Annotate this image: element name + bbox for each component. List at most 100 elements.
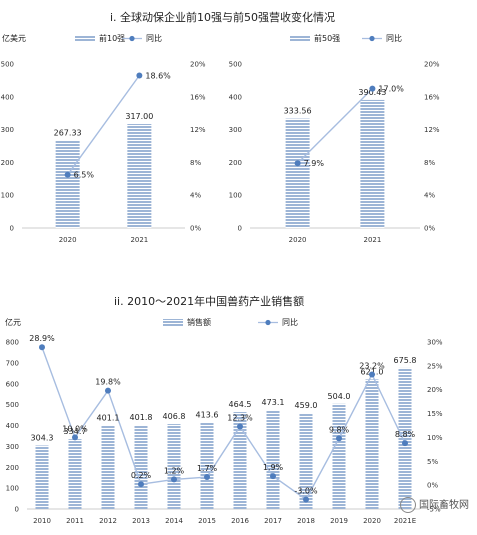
bar bbox=[200, 422, 214, 509]
y-tick-label: 500 bbox=[6, 401, 19, 409]
bar-value-label: 464.5 bbox=[229, 400, 252, 409]
bar bbox=[127, 124, 152, 228]
y-tick-label: 400 bbox=[1, 93, 14, 101]
x-tick-label: 2018 bbox=[297, 517, 315, 525]
y2-tick-label: -5% bbox=[427, 506, 441, 514]
yoy-value-label: -3.0% bbox=[294, 486, 318, 495]
x-tick-label: 2013 bbox=[132, 517, 150, 525]
yoy-value-label: 23.2% bbox=[359, 361, 385, 370]
y-tick-label: 100 bbox=[229, 192, 242, 200]
bar bbox=[134, 425, 148, 509]
y-tick-label: 400 bbox=[229, 93, 242, 101]
yoy-value-label: 19.8% bbox=[95, 378, 121, 387]
bar bbox=[101, 425, 115, 509]
bar bbox=[365, 379, 379, 509]
yoy-value-label: 28.9% bbox=[29, 334, 55, 343]
y-tick-label: 0 bbox=[238, 225, 242, 233]
x-tick-label: 2015 bbox=[198, 517, 216, 525]
y2-tick-label: 15% bbox=[427, 410, 443, 418]
x-tick-label: 2021 bbox=[363, 236, 381, 244]
yoy-marker bbox=[105, 387, 111, 394]
yoy-marker bbox=[402, 440, 408, 447]
x-tick-label: 2020 bbox=[363, 517, 381, 525]
y-tick-label: 800 bbox=[6, 339, 19, 347]
x-tick-label: 2012 bbox=[99, 517, 117, 525]
legend-bar-label: 前10强 bbox=[99, 33, 125, 43]
y2-tick-label: 4% bbox=[190, 192, 201, 200]
bar bbox=[266, 410, 280, 509]
yoy-line bbox=[41, 347, 406, 501]
y-tick-label: 200 bbox=[229, 159, 242, 167]
y-tick-label: 400 bbox=[6, 422, 19, 430]
bar bbox=[55, 140, 80, 228]
y-tick-label: 500 bbox=[1, 61, 14, 69]
y2-tick-label: 0% bbox=[190, 225, 201, 233]
bar bbox=[360, 99, 385, 228]
legend-line-marker bbox=[129, 35, 135, 42]
bar-value-label: 334.7 bbox=[64, 427, 87, 436]
x-tick-label: 2014 bbox=[165, 517, 183, 525]
x-tick-label: 2019 bbox=[330, 517, 348, 525]
yoy-value-label: 18.6% bbox=[145, 71, 171, 80]
yoy-marker bbox=[237, 423, 243, 430]
yoy-value-label: 12.3% bbox=[227, 413, 253, 422]
legend-bar-label: 前50强 bbox=[314, 33, 340, 43]
bar bbox=[167, 424, 181, 509]
yoy-value-label: 10.0% bbox=[62, 424, 88, 433]
y2-tick-label: 0% bbox=[427, 482, 438, 490]
y2-tick-label: 20% bbox=[424, 61, 440, 69]
bar-value-label: 473.1 bbox=[262, 398, 285, 407]
y-tick-label: 300 bbox=[229, 126, 242, 134]
legend-line-label: 同比 bbox=[146, 33, 162, 43]
bar bbox=[285, 118, 310, 228]
y2-tick-label: 10% bbox=[427, 434, 443, 442]
x-tick-label: 2020 bbox=[289, 236, 307, 244]
yoy-marker bbox=[336, 435, 342, 442]
y-tick-label: 200 bbox=[1, 159, 14, 167]
y-tick-label: 300 bbox=[6, 443, 19, 451]
bar-value-label: 333.56 bbox=[284, 107, 312, 116]
yoy-marker bbox=[136, 72, 143, 79]
section-1-title: i. 全球动保企业前10强与前50强营收变化情况 bbox=[110, 11, 336, 24]
x-tick-label: 2020 bbox=[59, 236, 77, 244]
yoy-value-label: 6.5% bbox=[74, 171, 95, 180]
yoy-marker bbox=[270, 473, 276, 480]
legend-bar-swatch bbox=[290, 35, 310, 42]
y-tick-label: 100 bbox=[6, 485, 19, 493]
yoy-marker bbox=[64, 171, 71, 178]
yoy-value-label: 7.9% bbox=[304, 159, 325, 168]
y2-tick-label: 20% bbox=[190, 61, 206, 69]
yoy-marker bbox=[72, 434, 78, 441]
legend-bar-label: 销售额 bbox=[187, 317, 211, 327]
y-tick-label: 600 bbox=[6, 380, 19, 388]
watermark: 国际畜牧网 bbox=[400, 496, 469, 513]
bar bbox=[68, 439, 82, 509]
y2-tick-label: 25% bbox=[427, 362, 443, 370]
bar-value-label: 675.8 bbox=[394, 356, 417, 365]
yoy-marker bbox=[39, 344, 45, 351]
y2-tick-label: 20% bbox=[427, 386, 443, 394]
yoy-value-label: 1.2% bbox=[164, 466, 185, 475]
y2-tick-label: 5% bbox=[427, 458, 438, 466]
yoy-marker bbox=[303, 496, 309, 503]
yoy-marker bbox=[294, 160, 301, 167]
yoy-marker bbox=[369, 371, 375, 378]
legend-bar-swatch bbox=[163, 319, 183, 326]
bar-value-label: 401.1 bbox=[97, 413, 120, 422]
bar-value-label: 413.6 bbox=[196, 411, 219, 420]
y-axis-unit: 亿元 bbox=[5, 317, 21, 327]
bar bbox=[299, 413, 313, 509]
yoy-line bbox=[297, 88, 373, 164]
y-tick-label: 0 bbox=[10, 225, 14, 233]
bar-value-label: 304.3 bbox=[31, 433, 54, 442]
y2-tick-label: 4% bbox=[424, 192, 435, 200]
bar-value-label: 406.8 bbox=[163, 412, 186, 421]
y2-tick-label: 12% bbox=[424, 126, 440, 134]
y2-tick-label: 0% bbox=[424, 225, 435, 233]
x-tick-label: 2011 bbox=[66, 517, 84, 525]
bar-value-label: 504.0 bbox=[328, 392, 351, 401]
legend-line-marker bbox=[369, 35, 375, 42]
legend-bar-swatch bbox=[75, 35, 95, 42]
bar-value-label: 459.0 bbox=[295, 401, 318, 410]
